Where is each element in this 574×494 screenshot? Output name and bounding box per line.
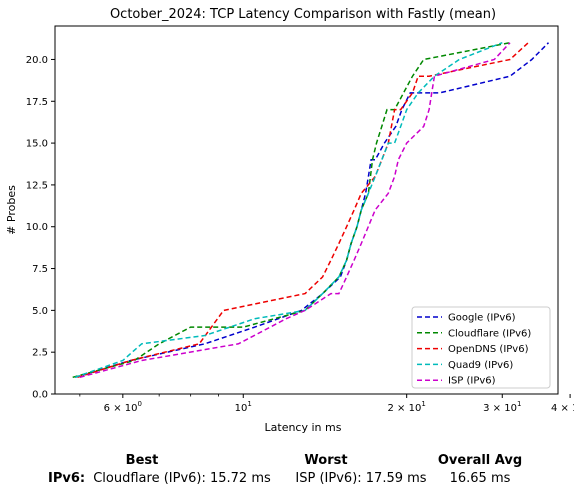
legend-label: OpenDNS (IPv6) xyxy=(448,344,529,355)
legend-label: Google (IPv6) xyxy=(448,313,516,324)
y-axis: 0.0 2.5 5.0 7.5 10.0 12.5 15.0 17.5 20.0 xyxy=(26,55,55,401)
legend-box xyxy=(411,306,551,389)
legend-label: Quad9 (IPv6) xyxy=(448,360,513,371)
y-tick-label: 20.0 xyxy=(26,55,48,66)
avg-header: Overall Avg xyxy=(437,453,523,468)
y-tick-label: 15.0 xyxy=(26,139,48,150)
best-value: Cloudflare (IPv6): 15.72 ms xyxy=(93,471,271,486)
series-line-quad9-ipv6 xyxy=(74,42,503,379)
worst-header: Worst xyxy=(304,453,348,468)
worst-value: ISP (IPv6): 17.59 ms xyxy=(295,471,427,486)
series-line-isp-ipv6 xyxy=(79,42,511,379)
legend-label: ISP (IPv6) xyxy=(448,376,496,387)
x-tick-label: 3 × 101 xyxy=(483,400,521,414)
x-tick-label: 4 × 101 xyxy=(551,400,574,414)
series-lines xyxy=(72,41,550,379)
y-tick-label: 7.5 xyxy=(32,264,48,275)
legend-label: Cloudflare (IPv6) xyxy=(448,328,531,339)
summary-table: Best Worst Overall Avg IPv6: Cloudflare … xyxy=(0,448,574,494)
y-axis-label: # Probes xyxy=(5,185,18,235)
legend: Google (IPv6) Cloudflare (IPv6) OpenDNS (I… xyxy=(411,306,551,389)
y-tick-label: 5.0 xyxy=(32,306,48,317)
x-tick-label: 101 xyxy=(235,400,252,414)
plot-frame xyxy=(54,25,559,395)
y-tick-label: 2.5 xyxy=(32,348,48,359)
ipv6-row-label: IPv6: xyxy=(48,471,86,486)
chart-title: October_2024: TCP Latency Comparison wit… xyxy=(110,7,496,22)
avg-value: 16.65 ms xyxy=(449,471,511,486)
y-tick-label: 0.0 xyxy=(32,390,48,401)
x-tick-label: 6 × 100 xyxy=(104,400,142,414)
x-tick-label: 2 × 101 xyxy=(388,400,426,414)
y-tick-label: 17.5 xyxy=(26,97,48,108)
x-axis-label: Latency in ms xyxy=(265,421,342,434)
x-axis: 6 × 100 101 2 × 101 3 × 101 4 × 101 xyxy=(79,394,574,414)
latency-chart: October_2024: TCP Latency Comparison wit… xyxy=(5,7,574,434)
y-tick-label: 10.0 xyxy=(26,222,48,233)
series-line-opendns-ipv6 xyxy=(77,42,529,379)
best-header: Best xyxy=(125,453,159,468)
y-tick-label: 12.5 xyxy=(26,180,48,191)
